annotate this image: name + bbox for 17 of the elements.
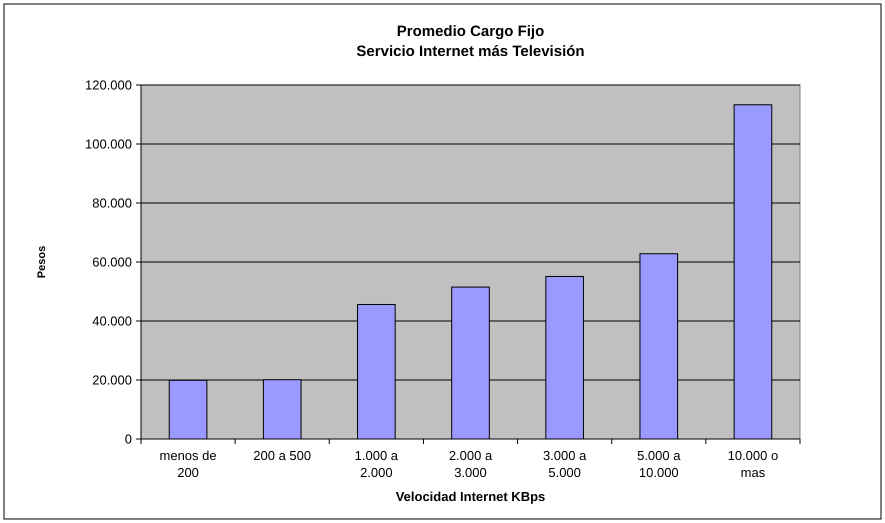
x-tick-label: 1.000 a 2.000 <box>354 448 399 480</box>
y-tick-label: 120.000 <box>85 78 132 93</box>
y-tick-label: 0 <box>124 432 132 447</box>
x-tick-label: 3.000 a 5.000 <box>542 448 588 480</box>
y-tick-label: 20.000 <box>92 372 132 388</box>
chart-title: Promedio Cargo Fijo Servicio Internet más Televisión <box>356 23 585 60</box>
x-tick-label: 200 a 500 <box>253 448 312 463</box>
y-tick-label: 80.000 <box>92 196 132 211</box>
y-tick-label: 60.000 <box>92 254 132 270</box>
x-tick-label: 10.000 o mas <box>728 448 778 480</box>
x-axis-title: Velocidad Internet KBps <box>396 489 546 504</box>
y-tick-label: 40.000 <box>92 314 132 329</box>
x-tick-label: 5.000 a 10.000 <box>637 448 682 480</box>
x-tick-label: 2.000 a 3.000 <box>448 448 493 480</box>
y-axis-title: Pesos <box>36 246 48 278</box>
y-tick-label: 100.000 <box>85 136 132 152</box>
x-tick-label: menos de 200 <box>160 448 217 480</box>
